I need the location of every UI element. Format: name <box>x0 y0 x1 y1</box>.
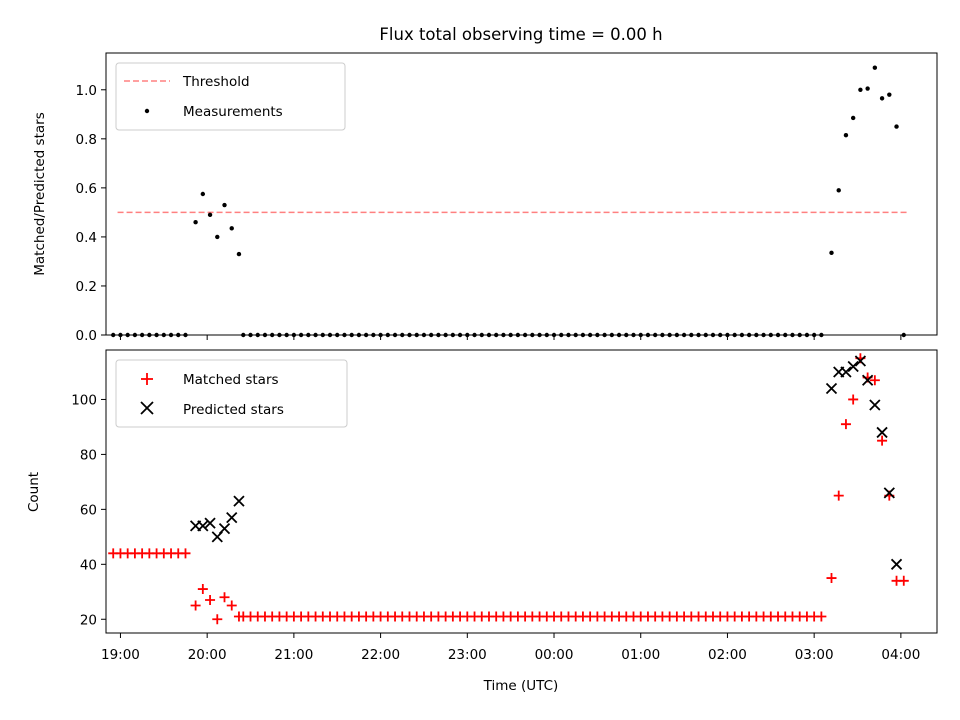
predicted-stars-point <box>218 522 231 535</box>
top-y-ticks: 0.0 0.2 0.4 0.6 0.8 1.0 <box>76 83 106 344</box>
predicted-stars-point <box>226 511 238 524</box>
measurements-point <box>887 92 892 97</box>
matched-stars-point <box>205 595 216 606</box>
top-plot-area <box>111 65 909 338</box>
predicted-stars-point <box>876 426 888 439</box>
matched-stars-point <box>816 611 827 622</box>
top-y-tick-label: 0.4 <box>76 230 97 246</box>
measurements-point <box>843 132 849 138</box>
bottom-panel: 20 40 60 80 100 19:00 20:00 21:00 22:00 23:00 00:… <box>26 349 938 694</box>
x-tick-label: 02:00 <box>708 647 747 663</box>
x-tick-label: 00:00 <box>535 647 574 663</box>
measurements-point <box>829 250 834 256</box>
top-y-axis-label: Matched/Predicted stars <box>32 112 48 275</box>
x-tick-label: 01:00 <box>621 647 660 663</box>
x-tick-label: 22:00 <box>361 647 400 663</box>
matched-stars-point <box>826 573 837 584</box>
bottom-y-axis-label: Count <box>26 472 42 512</box>
measurements-point <box>200 191 206 197</box>
matched-stars-point <box>219 592 230 603</box>
top-x-ticks <box>119 335 902 340</box>
top-legend-box <box>115 62 346 131</box>
predicted-stars-point <box>861 374 874 386</box>
x-tick-label: 03:00 <box>795 647 834 663</box>
predicted-stars-point <box>840 366 852 378</box>
x-tick-label: 21:00 <box>274 647 313 663</box>
predicted-stars-point <box>233 495 245 507</box>
top-panel: 0.0 0.2 0.4 0.6 0.8 1.0 Matched/Predicted sta… <box>32 52 938 344</box>
x-tick-label: 19:00 <box>101 647 140 663</box>
x-tick-label: 20:00 <box>188 647 227 663</box>
legend-threshold-label: Threshold <box>182 74 250 90</box>
chart-title: Flux total observing time = 0.00 h <box>379 25 662 44</box>
legend-measurements-marker <box>144 108 150 114</box>
legend-predicted-label: Predicted stars <box>183 402 284 418</box>
bottom-x-ticks: 19:00 20:00 21:00 22:00 23:00 00:00 01:00 02:00… <box>101 633 920 663</box>
x-tick-label: 04:00 <box>881 647 920 663</box>
measurements-point <box>872 65 878 70</box>
top-y-tick-label: 0.0 <box>76 328 97 344</box>
x-tick-label: 23:00 <box>448 647 487 663</box>
matched-stars-point <box>212 614 223 625</box>
bottom-axes-frame <box>105 349 938 634</box>
predicted-stars-series <box>189 355 903 570</box>
top-legend: Threshold Measurements <box>115 62 346 131</box>
x-axis-label: Time (UTC) <box>483 678 559 694</box>
predicted-stars-point <box>869 399 881 411</box>
predicted-stars-point <box>197 520 209 532</box>
measurements-point <box>207 212 213 218</box>
measurements-point <box>894 124 899 129</box>
measurements-point <box>193 220 198 225</box>
measurements-point <box>858 87 863 92</box>
measurements-point <box>229 226 234 231</box>
measurements-point <box>236 251 242 257</box>
measurements-point <box>865 86 870 91</box>
matched-stars-point <box>848 394 859 405</box>
legend-matched-marker <box>141 373 153 385</box>
predicted-stars-point <box>825 382 838 395</box>
measurements-series <box>111 65 906 338</box>
legend-measurements-label: Measurements <box>183 104 283 120</box>
bottom-y-tick-label: 100 <box>71 392 97 408</box>
predicted-stars-point <box>890 558 903 570</box>
top-y-tick-label: 0.6 <box>76 181 97 197</box>
top-y-tick-label: 0.8 <box>76 132 97 148</box>
matched-stars-point <box>190 600 201 611</box>
measurements-point <box>836 188 841 193</box>
measurements-point <box>215 234 220 240</box>
top-y-tick-label: 1.0 <box>76 83 97 99</box>
measurements-point <box>222 202 227 208</box>
matched-stars-series <box>108 353 909 625</box>
bottom-y-tick-label: 60 <box>80 502 97 518</box>
predicted-stars-point <box>204 517 216 529</box>
matched-stars-point <box>180 548 191 559</box>
top-axes-frame <box>105 52 938 336</box>
matched-stars-point <box>877 435 888 446</box>
bottom-y-tick-label: 20 <box>80 612 97 628</box>
predicted-stars-point <box>883 487 895 499</box>
matched-stars-point <box>869 375 880 386</box>
measurements-point <box>850 115 856 121</box>
bottom-legend: Matched stars Predicted stars <box>115 359 348 428</box>
bottom-y-ticks: 20 40 60 80 100 <box>71 392 106 628</box>
bottom-plot-area <box>108 353 909 625</box>
matched-stars-point <box>840 419 851 430</box>
matched-stars-point <box>898 575 909 586</box>
bottom-y-tick-label: 80 <box>80 447 97 463</box>
legend-predicted-marker <box>140 401 154 415</box>
bottom-legend-box <box>115 359 348 428</box>
predicted-stars-point <box>847 360 859 373</box>
matched-stars-point <box>197 584 208 595</box>
legend-matched-label: Matched stars <box>183 372 279 388</box>
measurements-point <box>879 96 885 101</box>
predicted-stars-point <box>854 355 867 367</box>
matched-stars-point <box>226 600 237 611</box>
matched-stars-point <box>833 490 844 501</box>
top-y-tick-label: 0.2 <box>76 279 97 295</box>
bottom-y-tick-label: 40 <box>80 557 97 573</box>
